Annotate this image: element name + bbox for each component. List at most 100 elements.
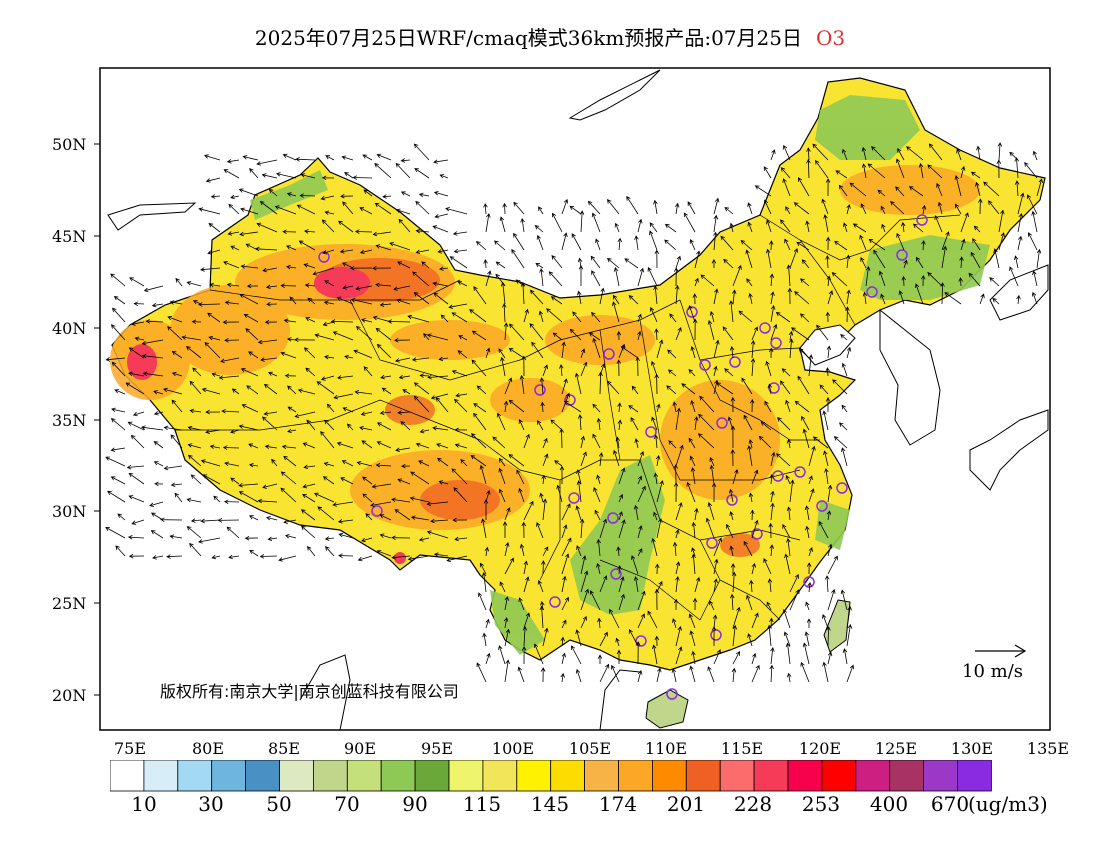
wind-arrow xyxy=(189,408,202,414)
wind-arrow xyxy=(656,403,661,413)
colorbar-swatch xyxy=(685,760,721,792)
wind-arrow xyxy=(741,377,753,395)
wind-arrow xyxy=(936,182,943,197)
wind-arrow xyxy=(536,234,544,251)
wind-arrow xyxy=(748,492,754,503)
wind-arrow xyxy=(713,339,720,359)
wind-arrow xyxy=(226,526,240,539)
colorbar-swatch xyxy=(110,760,145,792)
wind-arrow xyxy=(480,518,487,539)
wind-arrow xyxy=(786,264,792,287)
station-marker xyxy=(699,359,711,371)
colorbar-swatch xyxy=(211,760,246,792)
wind-arrow xyxy=(862,291,868,305)
wind-arrow xyxy=(330,319,354,324)
wind-arrow xyxy=(800,278,810,287)
wind-arrow xyxy=(713,214,719,233)
wind-arrow xyxy=(806,618,812,628)
wind-arrow xyxy=(197,302,221,307)
wind-arrow xyxy=(812,436,829,449)
wind-arrow xyxy=(571,233,582,251)
lat-label: 20N xyxy=(52,686,86,705)
wind-arrow xyxy=(785,399,791,413)
wind-arrow xyxy=(391,555,411,560)
wind-arrow xyxy=(768,522,773,539)
wind-arrow xyxy=(732,469,739,485)
wind-arrow xyxy=(637,590,646,611)
wind-arrow xyxy=(842,648,848,665)
wind-arrow xyxy=(730,425,736,449)
wind-arrow xyxy=(409,496,430,503)
wind-arrow xyxy=(278,555,297,562)
wind-arrow xyxy=(361,537,373,543)
wind-arrow xyxy=(268,371,278,377)
wind-arrow xyxy=(859,234,867,251)
wind-arrow xyxy=(485,347,491,359)
wind-arrow xyxy=(842,148,848,161)
wind-arrow xyxy=(689,665,696,683)
wind-arrow xyxy=(539,377,545,395)
wind-arrow xyxy=(449,256,468,269)
wind-arrow xyxy=(654,373,659,395)
wind-arrow xyxy=(675,625,682,647)
wind-arrow xyxy=(860,256,867,269)
wind-arrow xyxy=(523,500,534,521)
wind-arrow xyxy=(362,493,373,503)
wind-arrow xyxy=(711,482,717,503)
wind-arrow xyxy=(170,434,183,449)
wind-arrow xyxy=(637,475,643,485)
wind-arrow xyxy=(843,222,848,233)
wind-arrow xyxy=(149,501,164,507)
wind-arrow xyxy=(262,267,278,273)
wind-arrow xyxy=(483,259,488,269)
wind-arrow xyxy=(228,203,240,215)
wind-arrow xyxy=(418,192,430,198)
wind-arrow xyxy=(350,298,373,305)
wind-arrow xyxy=(785,474,791,485)
wind-arrow xyxy=(1027,232,1038,251)
colorbar-swatch xyxy=(448,760,484,792)
wind-arrow xyxy=(630,416,639,431)
wind-arrow xyxy=(190,474,202,485)
wind-arrow xyxy=(1009,266,1019,287)
wind-arrow xyxy=(1013,255,1019,269)
wind-arrow xyxy=(376,441,392,449)
station-marker xyxy=(866,286,878,298)
wind-arrow xyxy=(300,509,316,521)
wind-arrow xyxy=(153,411,164,416)
wind-arrow xyxy=(376,343,392,359)
wind-arrow xyxy=(729,545,734,557)
colorbar-unit: (ug/m3) xyxy=(968,792,1048,816)
wind-arrow xyxy=(294,411,316,419)
colorbar-label: 10 xyxy=(131,792,157,816)
wind-arrow xyxy=(224,300,240,305)
wind-arrow xyxy=(713,649,721,665)
wind-arrow xyxy=(246,283,259,289)
wind-arrow xyxy=(312,267,335,276)
wind-arrow xyxy=(618,467,626,485)
wind-arrow xyxy=(954,203,962,215)
wind-arrow xyxy=(391,535,411,541)
wind-arrow xyxy=(559,428,564,449)
wind-arrow xyxy=(432,225,449,233)
wind-arrow xyxy=(970,171,981,179)
colorbar-swatch xyxy=(787,760,823,792)
colorbar-swatch xyxy=(177,760,213,792)
wind-arrow xyxy=(576,469,582,485)
wind-arrow xyxy=(112,307,126,323)
wind-arrow xyxy=(262,483,278,489)
wind-arrow xyxy=(797,375,810,395)
wind-arrow xyxy=(540,401,545,413)
wind-arrow xyxy=(825,236,831,251)
wind-arrow xyxy=(192,300,202,305)
wind-arrow xyxy=(802,428,810,449)
wind-arrow xyxy=(569,328,582,341)
wind-arrow xyxy=(187,443,202,449)
wind-arrow xyxy=(691,521,697,539)
wind-arrow xyxy=(979,293,985,305)
wind-arrow xyxy=(722,326,734,341)
wind-arrow xyxy=(731,571,737,593)
wind-arrow xyxy=(499,216,506,233)
wind-arrow xyxy=(835,170,848,179)
wind-arrow xyxy=(918,162,924,179)
